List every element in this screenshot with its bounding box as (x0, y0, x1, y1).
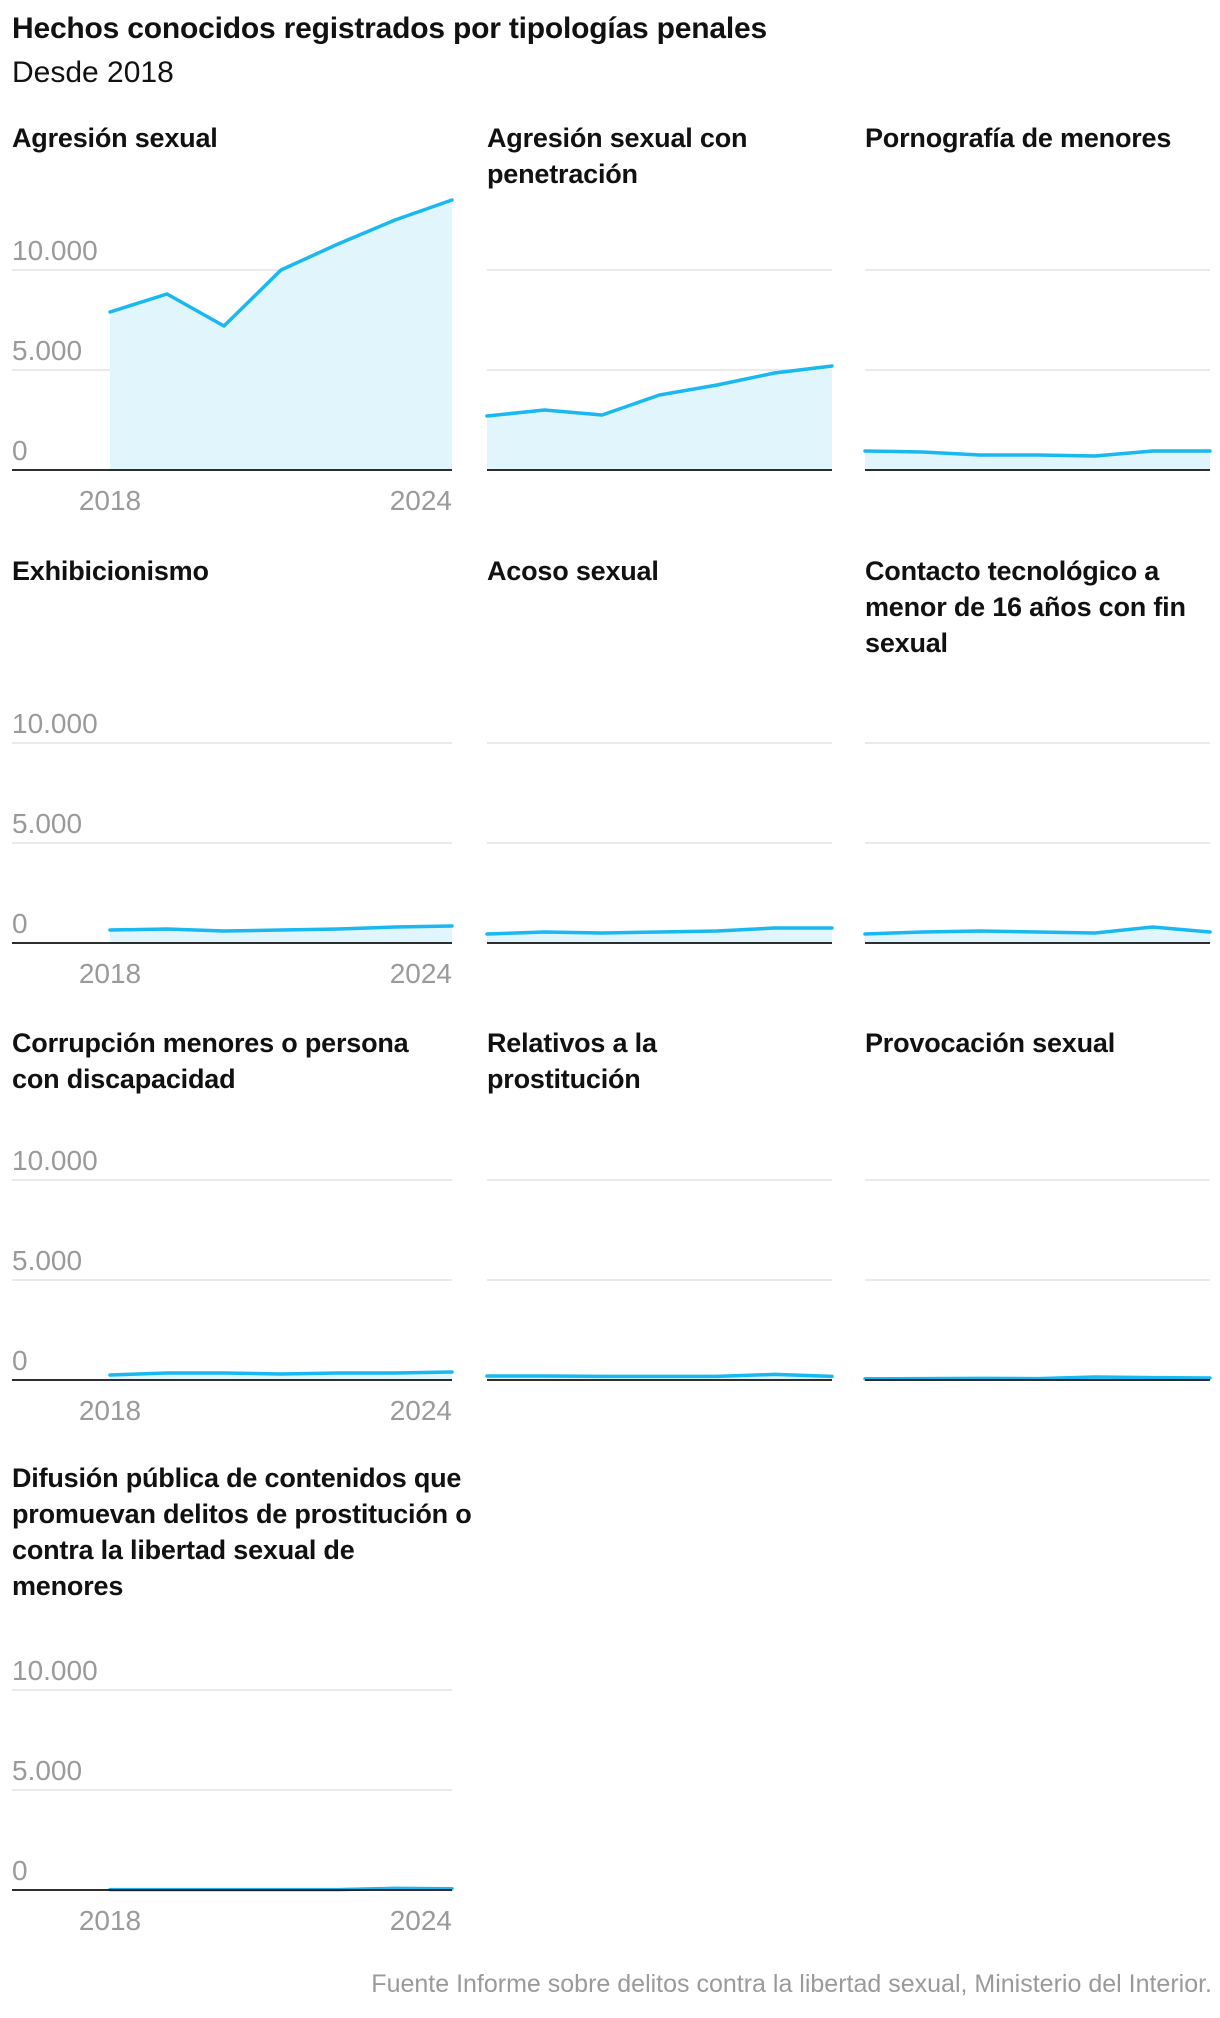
panel-chart (485, 742, 834, 944)
panel-title: Exhibicionismo (12, 556, 209, 586)
series-line (485, 926, 834, 936)
panel-title: Corrupción menores o persona con discapa… (12, 1028, 409, 1094)
panel-chart (485, 269, 834, 471)
panel-title: Provocación sexual (865, 1028, 1116, 1058)
panel-title: Agresión sexual (12, 123, 218, 153)
x-tick-label: 2024 (390, 958, 452, 989)
small-multiple-panel: Corrupción menores o persona con discapa… (12, 1025, 454, 1440)
panel-chart (485, 1179, 834, 1381)
small-multiple-panel: Provocación sexual (863, 1025, 1212, 1440)
source-note: Fuente Informe sobre delitos contra la l… (371, 1970, 1212, 1998)
x-tick-label: 2018 (79, 1905, 141, 1936)
page-title: Hechos conocidos registrados por tipolog… (12, 12, 767, 45)
small-multiple-panel: Relativos a la prostitución (485, 1025, 834, 1440)
x-tick-label: 2018 (79, 958, 141, 989)
y-tick-label: 0 (12, 435, 28, 466)
series-line (108, 198, 454, 328)
small-multiple-panel: Acoso sexual (485, 553, 834, 1003)
page-subtitle: Desde 2018 (12, 56, 174, 89)
panel-chart: 0 5.000 10.000 2018 2024 (12, 1655, 454, 1936)
small-multiple-panel: Contacto tecnológico a menor de 16 años … (863, 553, 1212, 1003)
y-tick-label: 0 (12, 1345, 28, 1376)
panel-title: Difusión pública de contenidos que promu… (12, 1463, 472, 1601)
series-area (487, 366, 832, 470)
small-multiple-panel: Exhibicionismo 0 5.000 10.000 2018 2024 (12, 553, 454, 1003)
series-area (487, 928, 832, 943)
series-area (865, 451, 1210, 470)
y-tick-label: 5.000 (12, 1245, 82, 1276)
panel-chart: 0 5.000 10.000 2018 2024 (12, 198, 454, 516)
y-tick-label: 0 (12, 908, 28, 939)
y-tick-label: 5.000 (12, 335, 82, 366)
panel-chart: 0 5.000 10.000 2018 2024 (12, 708, 454, 989)
panel-chart (863, 742, 1212, 944)
series-line (863, 1375, 1212, 1381)
y-tick-label: 10.000 (12, 1655, 98, 1686)
x-tick-label: 2024 (390, 485, 452, 516)
panel-title: Relativos a la prostitución (487, 1028, 657, 1094)
small-multiple-panel: Agresión sexual con penetración (485, 120, 834, 530)
y-tick-label: 10.000 (12, 235, 98, 266)
panel-title: Contacto tecnológico a menor de 16 años … (865, 556, 1186, 658)
x-tick-label: 2018 (79, 485, 141, 516)
y-tick-label: 10.000 (12, 708, 98, 739)
panel-title: Agresión sexual con penetración (487, 123, 748, 189)
small-multiple-panel: Pornografía de menores (863, 120, 1212, 530)
series-line (485, 1372, 834, 1379)
series-line (863, 925, 1212, 936)
series-line (108, 1370, 454, 1377)
y-tick-label: 0 (12, 1855, 28, 1886)
series-area (110, 200, 452, 470)
y-tick-label: 10.000 (12, 1145, 98, 1176)
x-tick-label: 2024 (390, 1395, 452, 1426)
panel-chart: 0 5.000 10.000 2018 2024 (12, 1145, 454, 1426)
series-line (863, 449, 1212, 458)
panel-title: Acoso sexual (487, 556, 659, 586)
x-tick-label: 2018 (79, 1395, 141, 1426)
series-line (485, 364, 834, 418)
y-tick-label: 5.000 (12, 808, 82, 839)
series-area (865, 927, 1210, 943)
panel-title: Pornografía de menores (865, 123, 1172, 153)
panel-chart (863, 269, 1212, 471)
small-multiple-panel: Agresión sexual 0 5.000 10.000 2018 2024 (12, 120, 454, 530)
x-tick-label: 2024 (390, 1905, 452, 1936)
panel-chart (863, 1179, 1212, 1381)
series-line (108, 924, 454, 933)
small-multiple-panel: Difusión pública de contenidos que promu… (12, 1460, 472, 1950)
y-tick-label: 5.000 (12, 1755, 82, 1786)
